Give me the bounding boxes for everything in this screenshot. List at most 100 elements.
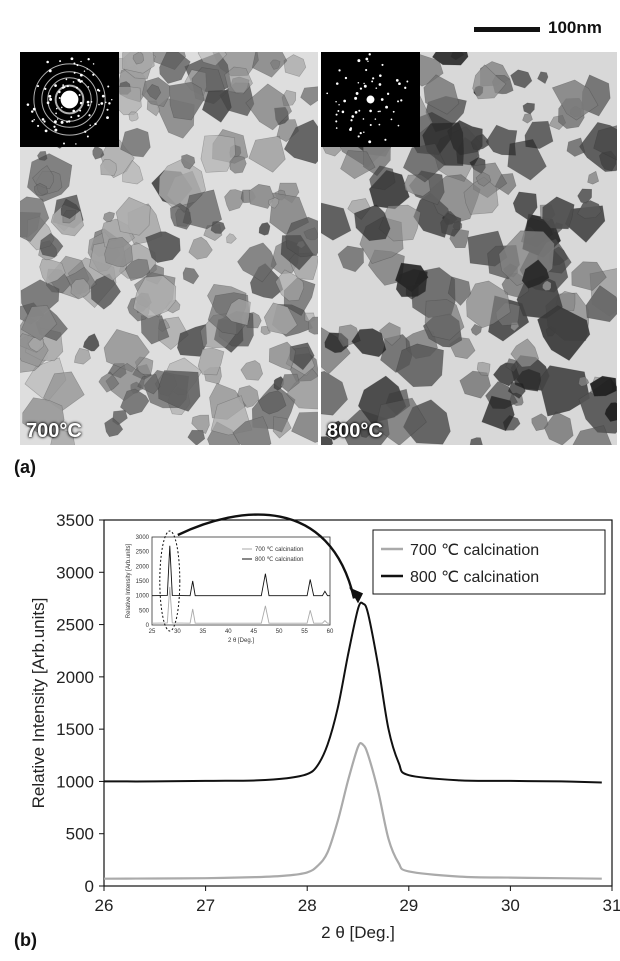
series-line-700: [103, 741, 602, 880]
scale-bar-line: [474, 27, 540, 32]
nanoparticle: [74, 347, 91, 365]
nanoparticle: [104, 417, 124, 438]
diffraction-spot: [70, 116, 73, 119]
nanoparticle: [100, 159, 117, 176]
nanoparticle: [104, 236, 134, 268]
inset-x-tick-label: 40: [225, 629, 232, 635]
nanoparticle: [340, 150, 376, 180]
diffraction-spot: [335, 100, 337, 103]
diffraction-spot: [96, 88, 100, 92]
panel-a-label: (a): [14, 457, 36, 477]
diffraction-spot: [89, 124, 91, 127]
nanoparticle: [571, 261, 607, 291]
nanoparticle: [307, 316, 318, 335]
nanoparticle: [405, 283, 419, 300]
diffraction-spot: [54, 84, 57, 87]
inset-x-axis-label: 2 θ [Deg.]: [228, 638, 254, 644]
nanoparticle: [272, 416, 292, 439]
nanoparticle: [531, 413, 549, 432]
nanoparticle: [191, 414, 210, 434]
diffraction-spot: [378, 123, 381, 126]
nanoparticle: [276, 119, 300, 143]
nanoparticle: [463, 176, 499, 215]
inset-y-tick-label: 3000: [136, 535, 150, 541]
inset-x-tick-label: 55: [301, 629, 308, 635]
nanoparticle: [146, 83, 162, 101]
nanoparticle: [140, 315, 170, 345]
nanoparticle: [145, 231, 181, 263]
diffraction-spot: [68, 120, 71, 123]
diffraction-spot: [344, 76, 348, 80]
diffraction-spot: [79, 109, 82, 112]
inset-y-tick-label: 500: [139, 608, 150, 614]
diffraction-spot: [80, 80, 83, 83]
x-tick-label: 27: [196, 896, 215, 915]
diffraction-spot: [55, 107, 58, 110]
inset-x-tick-label: 30: [174, 629, 181, 635]
diffraction-spot: [92, 73, 95, 76]
diffraction-spot: [337, 109, 340, 112]
nanoparticle: [321, 370, 348, 416]
diffraction-spot: [86, 135, 89, 138]
inset-y-axis-label: Relative Intensity [Arb.units]: [126, 543, 132, 618]
diffraction-spot: [338, 69, 341, 72]
y-tick-label: 1000: [56, 772, 94, 791]
diffraction-spot: [392, 110, 395, 113]
diffraction-spot: [90, 101, 93, 103]
diffraction-ring: [54, 84, 85, 115]
diffraction-spot: [359, 87, 363, 90]
nanoparticle: [537, 71, 549, 85]
nanoparticle: [169, 202, 192, 230]
diffraction-spot: [54, 128, 58, 132]
diffraction-spot: [92, 63, 95, 65]
inset-x-tick-label: 60: [327, 629, 334, 635]
diffraction-spot: [101, 94, 105, 98]
nanoparticle: [20, 196, 50, 242]
xrd-chart: 0 500 1000 1500 2000 2500 3000 3500 26 27 28 29 30 31…: [0, 495, 620, 961]
nanoparticle: [510, 338, 540, 368]
diffraction-spot: [32, 107, 36, 111]
callout-arrowhead: [349, 587, 364, 604]
temperature-label-700: 700°C: [26, 420, 82, 442]
nanoparticle: [542, 280, 552, 291]
nanoparticle: [102, 211, 115, 223]
nanoparticle: [354, 204, 391, 242]
diffraction-spot: [400, 99, 403, 102]
nanoparticle: [43, 371, 85, 412]
diffraction-spot: [55, 112, 57, 115]
nanoparticle: [224, 66, 253, 94]
diffraction-spot: [87, 58, 90, 61]
nanoparticle: [337, 245, 364, 273]
nanoparticle: [275, 269, 305, 302]
diffraction-spot: [354, 111, 358, 114]
inset-x-tick-label: 35: [200, 629, 207, 635]
diffraction-spot: [80, 60, 82, 63]
diffraction-spot: [369, 109, 372, 113]
diffraction-spot: [77, 114, 80, 118]
nanoparticle: [267, 197, 280, 209]
nanoparticle: [475, 171, 492, 187]
diffraction-spot: [36, 85, 40, 88]
nanoparticle: [240, 360, 264, 381]
x-tick-label: 29: [399, 896, 418, 915]
diffraction-spot: [349, 128, 352, 132]
diffraction-spot: [84, 130, 87, 133]
x-tick-label: 26: [95, 896, 114, 915]
nanoparticle: [258, 222, 271, 236]
diffraction-spot: [76, 64, 79, 67]
nanoparticle: [466, 280, 511, 329]
diffraction-spot: [369, 123, 372, 127]
nanoparticle: [572, 425, 612, 445]
nanoparticle: [248, 135, 286, 173]
x-tick-label: 28: [298, 896, 317, 915]
diffraction-spot: [354, 96, 358, 100]
nanoparticle: [132, 275, 177, 320]
diffraction-spot: [357, 59, 361, 63]
tem-image-700: 700°C: [20, 52, 318, 445]
nanoparticle: [522, 102, 535, 115]
diffraction-spot: [56, 118, 59, 120]
nanoparticle: [20, 305, 58, 341]
nanoparticle: [122, 159, 144, 185]
diffraction-spot: [44, 129, 48, 133]
nanoparticle: [273, 376, 285, 391]
